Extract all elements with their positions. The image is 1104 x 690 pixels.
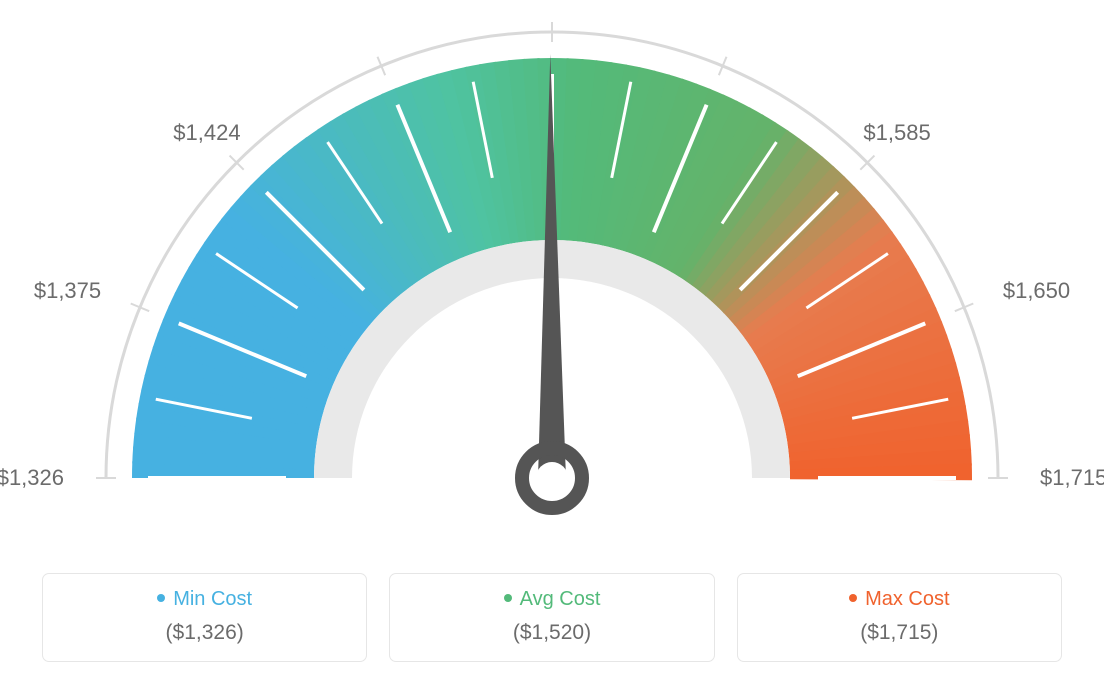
legend-title-avg: Avg Cost — [390, 588, 713, 611]
legend-label-avg: Avg Cost — [520, 588, 601, 610]
legend-dot-avg — [504, 594, 512, 602]
gauge-tick-label: $1,326 — [0, 465, 64, 491]
legend-label-min: Min Cost — [173, 588, 252, 610]
legend-title-min: Min Cost — [43, 588, 366, 611]
legend-value-max: ($1,715) — [738, 621, 1061, 645]
gauge-svg — [0, 0, 1104, 540]
gauge-tick-label: $1,715 — [1040, 465, 1104, 491]
gauge-tick-label: $1,585 — [863, 120, 930, 146]
legend-row: Min Cost ($1,326) Avg Cost ($1,520) Max … — [42, 573, 1062, 662]
legend-dot-max — [849, 594, 857, 602]
legend-title-max: Max Cost — [738, 588, 1061, 611]
legend-dot-min — [157, 594, 165, 602]
gauge-chart: $1,326 $1,375 $1,424 $1,520 $1,585 $1,650 $1,7… — [0, 0, 1104, 540]
legend-value-avg: ($1,520) — [390, 621, 713, 645]
gauge-tick-label: $1,375 — [34, 278, 101, 304]
gauge-tick-label: $1,650 — [1003, 278, 1070, 304]
legend-card-avg: Avg Cost ($1,520) — [389, 573, 714, 662]
legend-card-max: Max Cost ($1,715) — [737, 573, 1062, 662]
gauge-tick-label: $1,520 — [518, 0, 585, 3]
gauge-tick-label: $1,424 — [173, 120, 240, 146]
chart-container: $1,326 $1,375 $1,424 $1,520 $1,585 $1,650 $1,7… — [0, 0, 1104, 690]
legend-card-min: Min Cost ($1,326) — [42, 573, 367, 662]
legend-label-max: Max Cost — [865, 588, 949, 610]
legend-value-min: ($1,326) — [43, 621, 366, 645]
